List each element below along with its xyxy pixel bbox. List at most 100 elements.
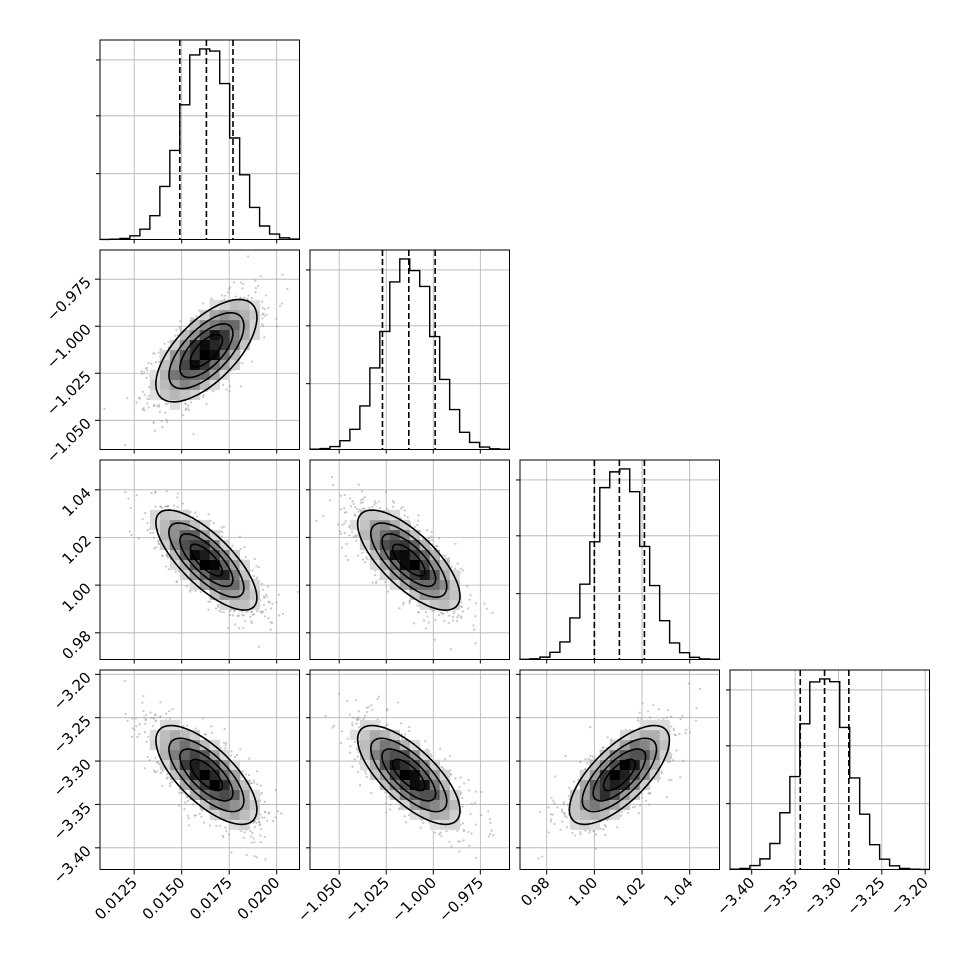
panel-3-0-sample xyxy=(230,750,233,753)
panel-3-2-contour-2 xyxy=(581,737,658,813)
panel-3-2-sample xyxy=(670,753,673,756)
panel-1-0-density-bin xyxy=(239,319,250,331)
panel-2-1-sample xyxy=(417,519,420,522)
panel-3-0-density-bin xyxy=(209,779,220,790)
panel-2-0-sample xyxy=(216,605,220,608)
panel-3-0-density-bin xyxy=(199,769,211,781)
panel-2-1-sample xyxy=(434,619,437,622)
panel-3-2-sample xyxy=(562,803,565,806)
panel-2-0-sample xyxy=(129,506,132,510)
panel-3-0-density-bin xyxy=(249,809,260,820)
panel-2-1-sample xyxy=(343,493,346,497)
panel-3-1-sample xyxy=(365,775,368,779)
panel-3-0-sample xyxy=(215,824,218,828)
panel-2-0-sample xyxy=(176,505,179,508)
panel-2-1-density-bin xyxy=(369,539,381,551)
panel-1-0-sample xyxy=(234,295,237,298)
panel-3-1-density-bin xyxy=(449,819,460,830)
panel-2-1-sample xyxy=(456,620,459,623)
panel-1-0-sample xyxy=(164,402,167,406)
panel-2-1-sample xyxy=(352,502,355,506)
panel-1-0-density-bin xyxy=(249,299,260,311)
panel-2-1-sample xyxy=(427,621,430,624)
panel-3-0-sample xyxy=(171,780,174,784)
panel-2-1-sample xyxy=(373,503,376,506)
panel-2-1-density-bin xyxy=(399,549,411,561)
panel-2-1-sample xyxy=(343,522,346,525)
panel-1-0-density-bin xyxy=(199,309,211,321)
panel-2-0-sample xyxy=(164,565,168,568)
panel-2-1-sample xyxy=(483,602,486,605)
panel-1-0-density-bin xyxy=(199,319,211,331)
panel-3-0-density-bin xyxy=(239,789,250,800)
panel-3-1-sample xyxy=(470,832,473,835)
panel-1-0-sample xyxy=(181,414,184,417)
panel-1-0-sample xyxy=(250,296,253,300)
panel-2-0-sample xyxy=(167,568,170,571)
panel-1-0-density-bin xyxy=(189,339,201,351)
panel-3-2-sample xyxy=(604,825,607,828)
panel-3-0-sample xyxy=(208,824,212,827)
panel-3-2-sample xyxy=(589,726,592,729)
panel-3-1-sample xyxy=(462,829,465,832)
panel-3-2-sample xyxy=(579,761,582,764)
panel-3-1-sample xyxy=(480,814,483,817)
panel-3-2-density-bin xyxy=(609,739,621,751)
panel-3-0-sample xyxy=(268,811,271,814)
panel-2-1-sample xyxy=(351,531,354,534)
panel-3-0-sample xyxy=(222,835,225,839)
panel-3-0-sample xyxy=(184,801,187,804)
panel-2-1-sample xyxy=(466,585,469,588)
panel-3-1-density-bin xyxy=(389,779,401,790)
panel-2-1-density-bin xyxy=(359,509,371,521)
panel-3-1-density-bin xyxy=(439,779,450,790)
panel-2-1-sample xyxy=(331,484,335,487)
panel-3-2-sample xyxy=(584,829,587,832)
panel-2-1-density-bin xyxy=(389,509,401,521)
panel-3-0-density-bin xyxy=(219,789,230,800)
panel-3-2-density-bin xyxy=(629,749,640,761)
panel-2-0-sample xyxy=(250,621,253,625)
panel-2-1-sample xyxy=(345,542,348,546)
panel-1-0-sample xyxy=(153,429,157,432)
panel-1-0-density-bin xyxy=(149,389,161,400)
panel-3-2-density-bin xyxy=(569,819,581,830)
panel-2-0-sample xyxy=(250,610,254,613)
panel-1-0-sample xyxy=(250,360,254,363)
panel-2-1-density-bin xyxy=(409,529,421,541)
panel-3-0-density-bin xyxy=(149,729,161,741)
panel-3-1-density-bin xyxy=(419,769,430,781)
panel-2-0-frame xyxy=(99,459,300,660)
panel-2-0-sample xyxy=(262,595,266,598)
panel-3-1-sample xyxy=(473,801,477,805)
panel-2-1-sample xyxy=(400,507,403,510)
ytick-label-1-1: −1.025 xyxy=(43,367,95,419)
panel-2-1-sample xyxy=(426,528,429,532)
panel-2-1-sample xyxy=(368,506,371,509)
panel-1-0-density-bin xyxy=(199,369,211,380)
panel-1-0-density-bin xyxy=(199,359,211,370)
panel-2-1-sample xyxy=(361,501,365,504)
panel-2-0-density-bin xyxy=(239,559,250,571)
panel-3-2-sample xyxy=(565,816,568,819)
panel-3-1-density-bin xyxy=(399,779,411,790)
hist-1-frame xyxy=(309,249,510,450)
panel-3-0-sample xyxy=(222,741,226,744)
panel-2-1-sample xyxy=(328,499,332,502)
panel-2-0-sample xyxy=(257,645,260,648)
panel-3-1-content xyxy=(310,670,510,870)
panel-3-0-sample xyxy=(183,808,186,811)
panel-3-0-sample xyxy=(233,755,237,759)
panel-2-1-sample xyxy=(454,542,457,545)
panel-3-1-sample xyxy=(459,823,462,826)
panel-2-1-sample xyxy=(461,610,465,613)
hist-panel-3 xyxy=(726,669,931,871)
panel-3-2-density-bin xyxy=(609,749,621,761)
panel-1-0-sample xyxy=(226,291,230,294)
panel-3-0-sample xyxy=(138,733,141,736)
panel-3-0-sample xyxy=(245,853,248,857)
panel-3-2-sample xyxy=(648,716,652,719)
panel-2-0-sample xyxy=(181,502,185,505)
panel-2-1-sample xyxy=(447,621,450,625)
panel-1-0-sample xyxy=(165,420,168,423)
